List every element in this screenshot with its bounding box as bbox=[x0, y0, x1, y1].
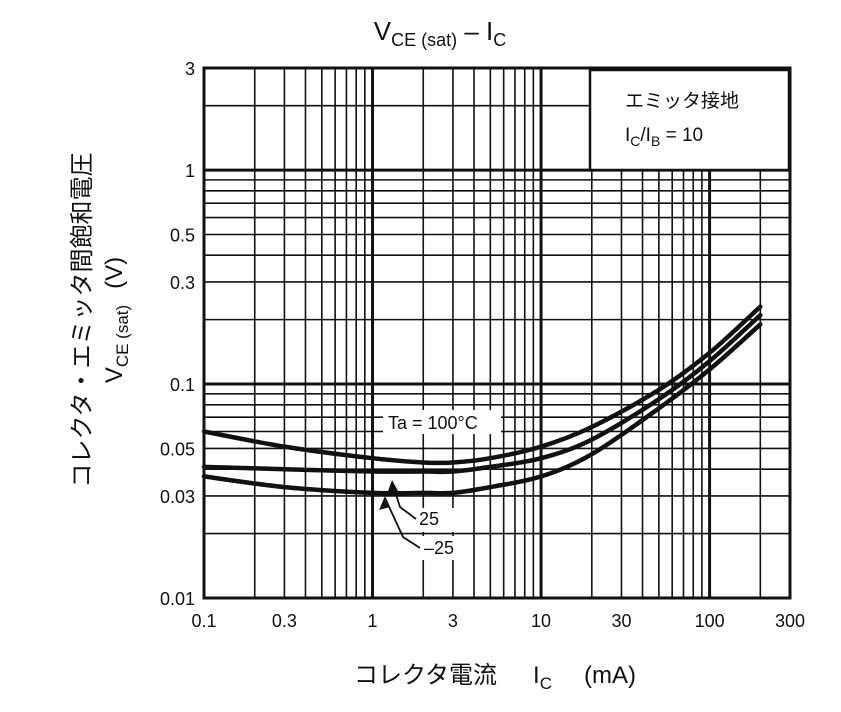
condition-box-frame bbox=[588, 68, 791, 172]
plot-frame bbox=[202, 66, 792, 600]
tick-labels: 0.1 0.3 1 3 10 30 100 300 0.01 0.03 0.05 0.1 0.3 0.5 1… bbox=[160, 59, 805, 631]
series-line-2 bbox=[201, 322, 763, 496]
series-label-minus25: –25 bbox=[424, 538, 454, 558]
x-tick-label: 3 bbox=[448, 611, 458, 631]
y-axis-label-jp: コレクタ・エミッタ間飽和電圧 bbox=[69, 152, 96, 487]
series-label-25: 25 bbox=[419, 509, 439, 529]
series-label-100c: Ta = 100°C bbox=[388, 413, 478, 433]
y-tick-label: 0.05 bbox=[160, 439, 195, 459]
condition-box: エミッタ接地 IC/IB = 10 bbox=[588, 68, 791, 172]
condition-box-line1: エミッタ接地 bbox=[625, 90, 739, 112]
x-tick-label: 0.1 bbox=[191, 611, 216, 631]
x-axis-label: コレクタ電流 IC (mA) bbox=[354, 662, 636, 693]
y-tick-label: 0.03 bbox=[160, 487, 195, 507]
series-label-bg bbox=[383, 410, 501, 434]
grid-lines bbox=[202, 66, 792, 600]
series-label-bg bbox=[414, 508, 454, 532]
svg-text:コレクタ・エミッタ間飽和電圧: コレクタ・エミッタ間飽和電圧 bbox=[69, 152, 96, 487]
y-tick-label: 0.01 bbox=[160, 589, 195, 609]
y-axis-label-sym: VCE (sat)(V) bbox=[101, 257, 132, 383]
y-tick-label: 3 bbox=[185, 59, 195, 79]
arrow-head-minus25 bbox=[379, 496, 390, 510]
x-tick-label: 1 bbox=[368, 611, 378, 631]
series-labels: Ta = 100°C 25 –25 bbox=[379, 410, 501, 560]
series-line-1 bbox=[201, 312, 763, 475]
x-tick-label: 0.3 bbox=[272, 611, 297, 631]
x-tick-label: 100 bbox=[695, 611, 725, 631]
y-tick-label: 1 bbox=[185, 161, 195, 181]
x-tick-label: 10 bbox=[531, 611, 551, 631]
svg-text:VCE (sat)(V): VCE (sat)(V) bbox=[101, 257, 132, 383]
x-tick-label: 300 bbox=[775, 611, 805, 631]
condition-box-line2: IC/IB = 10 bbox=[625, 125, 703, 149]
leader-line-minus25 bbox=[384, 497, 421, 549]
x-tick-label: 30 bbox=[611, 611, 631, 631]
y-tick-label: 0.3 bbox=[170, 273, 195, 293]
y-tick-label: 0.5 bbox=[170, 225, 195, 245]
arrow-head-25 bbox=[387, 480, 398, 494]
chart-title: VCE (sat) – IC bbox=[374, 16, 507, 50]
series-label-bg bbox=[419, 536, 467, 560]
data-curves bbox=[201, 304, 763, 496]
series-line-0 bbox=[201, 304, 763, 466]
y-tick-label: 0.1 bbox=[170, 375, 195, 395]
